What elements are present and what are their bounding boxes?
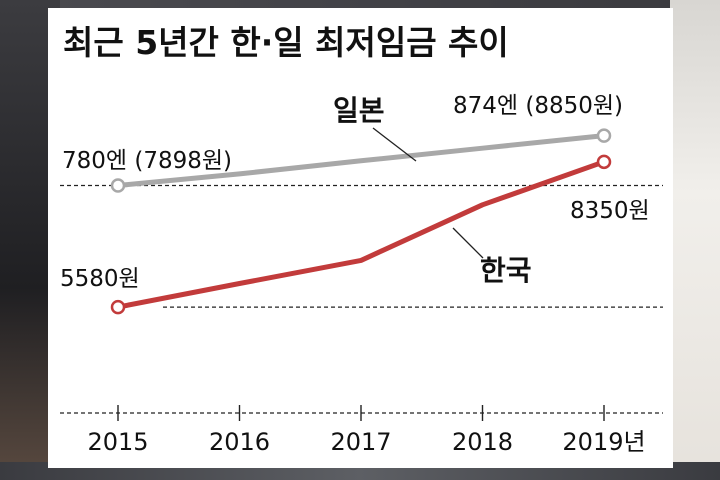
x-tick-label: 2016 bbox=[209, 428, 270, 456]
japan-series-name: 일본 bbox=[333, 94, 385, 127]
x-tick-label: 2018 bbox=[452, 428, 513, 456]
korea-leader-line bbox=[452, 227, 484, 259]
korea-end-label: 8350원 bbox=[570, 198, 650, 224]
x-tick-label: 2019년 bbox=[562, 428, 645, 456]
x-tick-label: 2017 bbox=[330, 428, 391, 456]
x-tick-label: 2015 bbox=[87, 428, 148, 456]
background-photo-right bbox=[670, 0, 720, 480]
chart-card: 최근 5년간 한·일 최저임금 추이 2015 2016 2017 2018 2019년… bbox=[48, 8, 673, 468]
line-chart: 2015 2016 2017 2018 2019년 780엔 (7898원) 874엔 (8… bbox=[60, 93, 663, 456]
japan-leader-line bbox=[372, 127, 417, 162]
data-point-marker bbox=[596, 154, 612, 170]
korea-start-label: 5580원 bbox=[60, 266, 140, 292]
series-line bbox=[115, 133, 607, 189]
data-point-marker bbox=[110, 299, 126, 315]
series-line bbox=[115, 159, 607, 310]
japan-end-label: 874엔 (8850원) bbox=[453, 93, 623, 119]
data-point-marker bbox=[110, 178, 126, 193]
chart-title: 최근 5년간 한·일 최저임금 추이 bbox=[63, 23, 509, 62]
data-point-marker bbox=[596, 128, 612, 143]
japan-start-label: 780엔 (7898원) bbox=[62, 148, 232, 174]
korea-series-name: 한국 bbox=[480, 254, 532, 287]
